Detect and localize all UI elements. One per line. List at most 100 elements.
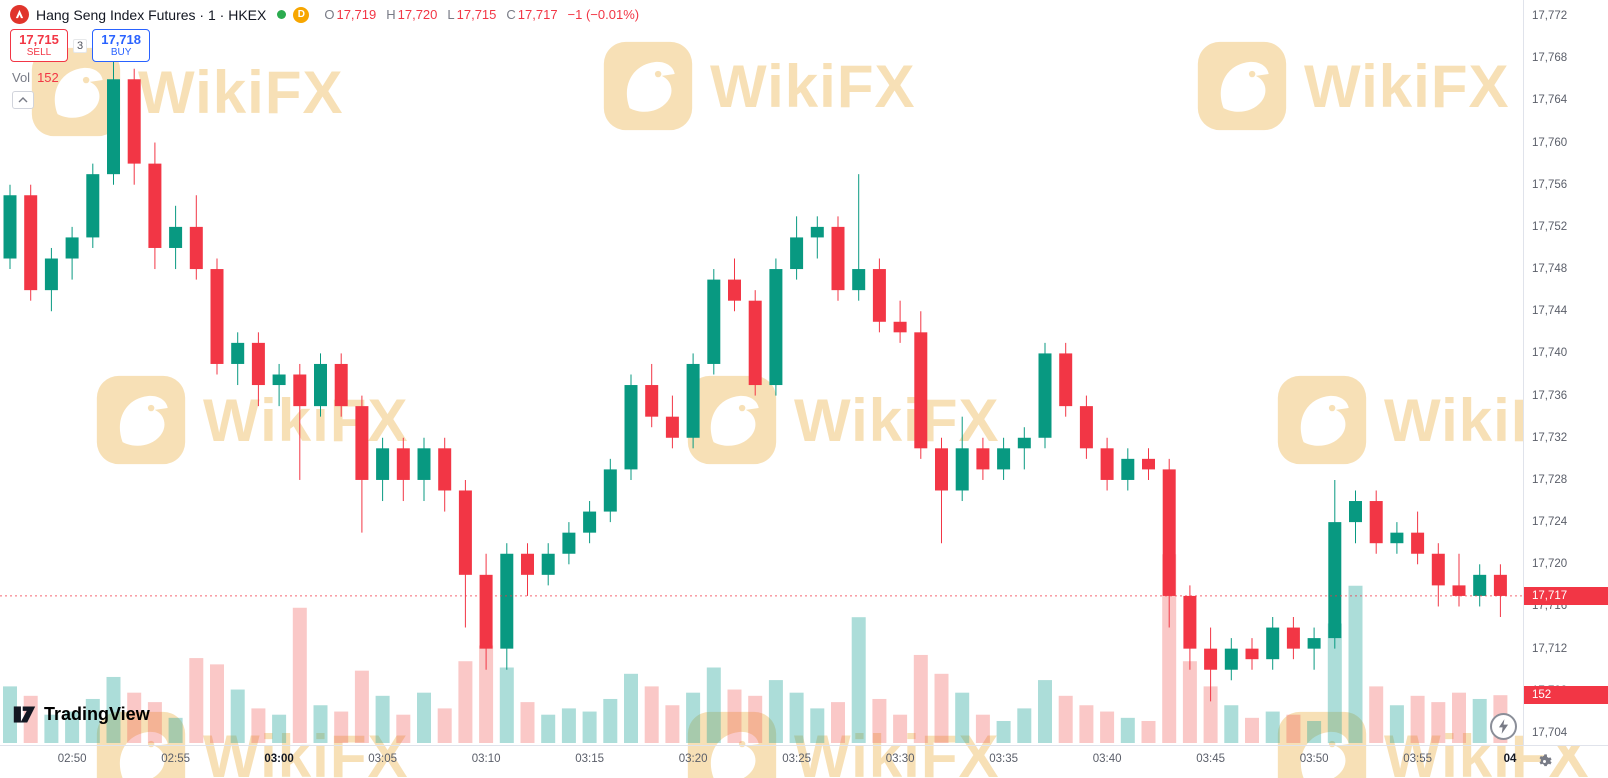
candle-body xyxy=(1266,627,1280,660)
buy-button[interactable]: 17,718 BUY xyxy=(92,29,151,62)
candle-body xyxy=(210,269,224,364)
candle-body xyxy=(148,163,162,248)
volume-bar xyxy=(1245,717,1259,743)
candle-body xyxy=(355,406,369,480)
volume-indicator-label: Vol xyxy=(12,70,31,85)
price-axis[interactable]: 17,772 17,768 17,764 17,760 17,756 17,752 17,7… xyxy=(1523,0,1608,745)
candle-body xyxy=(1100,448,1114,480)
volume-bar xyxy=(582,711,597,743)
symbol-title[interactable]: Hang Seng Index Futures · 1 · HKEX xyxy=(36,6,267,23)
volume-bar xyxy=(1162,554,1177,743)
volume-bar xyxy=(1265,711,1280,743)
symbol-legend[interactable]: Hang Seng Index Futures · 1 · HKEX D O 17… xyxy=(10,5,639,24)
lightning-bolt-icon xyxy=(1498,719,1509,734)
volume-bar xyxy=(1038,680,1052,743)
chevron-up-icon xyxy=(18,97,28,103)
low-value: 17,715 xyxy=(456,7,497,22)
volume-bar xyxy=(334,711,349,743)
wikifx-watermark-text: WikiFX xyxy=(794,386,1000,454)
candle-body xyxy=(272,374,286,386)
volume-bar xyxy=(893,714,908,743)
volume-bar xyxy=(354,670,369,743)
price-tick-label: 17,724 xyxy=(1532,516,1568,529)
volume-value-badge: 152 xyxy=(1524,686,1608,705)
volume-bar xyxy=(851,617,866,743)
time-tick-label: 03:15 xyxy=(575,753,604,765)
time-tick-label: 03:20 xyxy=(678,753,708,765)
volume-bar xyxy=(396,714,411,743)
wikifx-watermark-text: WikiFX xyxy=(794,722,1000,778)
candle-body xyxy=(810,226,824,238)
price-tick-label: 17,756 xyxy=(1532,178,1568,191)
volume-bar xyxy=(996,720,1011,743)
volume-indicator: Vol 152 xyxy=(12,70,59,85)
volume-bar xyxy=(230,689,245,743)
wikifx-eagle-logo-icon xyxy=(96,711,186,778)
candle-body xyxy=(665,416,679,438)
candle-body xyxy=(521,553,534,575)
candle-body xyxy=(127,79,141,164)
volume-bar xyxy=(1100,711,1115,743)
price-tick-label: 17,744 xyxy=(1532,305,1568,318)
instant-order-button[interactable] xyxy=(1490,713,1517,740)
volume-bar xyxy=(1058,695,1073,743)
wikifx-eagle-logo-icon xyxy=(1197,41,1287,131)
time-tick-label: 03:25 xyxy=(782,753,811,765)
candle-body xyxy=(1183,595,1197,649)
time-tick-label: 03:30 xyxy=(885,753,915,765)
time-axis[interactable]: 02:50 02:55 03:00 03:05 03:10 03:15 03:20 03:25… xyxy=(0,745,1608,778)
volume-bar xyxy=(1017,708,1032,743)
axis-settings-gear-icon[interactable] xyxy=(1537,754,1552,769)
candle-body xyxy=(624,385,638,470)
wikifx-eagle-logo-icon xyxy=(31,47,121,137)
volume-bar xyxy=(458,661,473,743)
candle-body xyxy=(748,300,762,386)
volume-bar xyxy=(65,711,80,743)
volume-bar xyxy=(437,708,452,743)
volume-bar xyxy=(479,645,494,743)
volume-indicator-value: 152 xyxy=(37,70,59,85)
price-tick-label: 17,712 xyxy=(1532,642,1568,655)
volume-bar xyxy=(1079,705,1094,743)
volume-bar xyxy=(1431,702,1446,743)
volume-bar xyxy=(106,676,121,743)
price-tick-label: 17,736 xyxy=(1532,389,1568,402)
collapse-panel-button[interactable] xyxy=(12,91,34,109)
volume-bar xyxy=(665,705,680,743)
candle-body xyxy=(893,321,907,333)
volume-bar xyxy=(1472,698,1487,743)
volume-bar xyxy=(561,708,576,743)
price-tick-label: 17,720 xyxy=(1532,558,1568,571)
high-label: H xyxy=(386,7,396,22)
tradingview-logo-icon xyxy=(13,706,36,723)
volume-bar xyxy=(624,673,638,743)
tradingview-logo[interactable]: TradingView xyxy=(12,702,150,727)
sell-button[interactable]: 17,715 SELL xyxy=(10,29,68,62)
wikifx-eagle-logo-icon xyxy=(687,375,777,465)
candle-body xyxy=(1493,574,1507,596)
close-value: 17,717 xyxy=(517,7,558,22)
candle-body xyxy=(1369,501,1383,544)
candle-body xyxy=(1142,458,1155,470)
current-price-badge: 17,717 xyxy=(1524,586,1608,605)
volume-bar xyxy=(127,692,142,743)
candle-body xyxy=(935,448,948,491)
candle-body xyxy=(728,279,741,301)
time-tick-label: 02:55 xyxy=(161,753,190,765)
candle-body xyxy=(231,342,245,364)
candle-body xyxy=(1038,353,1052,438)
candlestick-chart[interactable] xyxy=(0,0,1523,745)
candle-body xyxy=(997,448,1011,470)
volume-bar xyxy=(1141,720,1156,743)
volume-bar xyxy=(1307,720,1322,743)
volume-bar xyxy=(1327,623,1342,743)
candle-body xyxy=(1307,638,1321,649)
candle-body xyxy=(1204,648,1218,670)
candle-body xyxy=(686,363,700,438)
volume-bar xyxy=(686,692,701,743)
volume-bar xyxy=(189,658,204,743)
volume-bar xyxy=(603,698,618,743)
ohlc-values: O 17,719 H 17,720 L 17,715 C 17,717 −1 (−0.0… xyxy=(324,7,639,22)
price-tick-label: 17,752 xyxy=(1532,220,1568,233)
time-tick-label: 04 xyxy=(1503,753,1517,765)
